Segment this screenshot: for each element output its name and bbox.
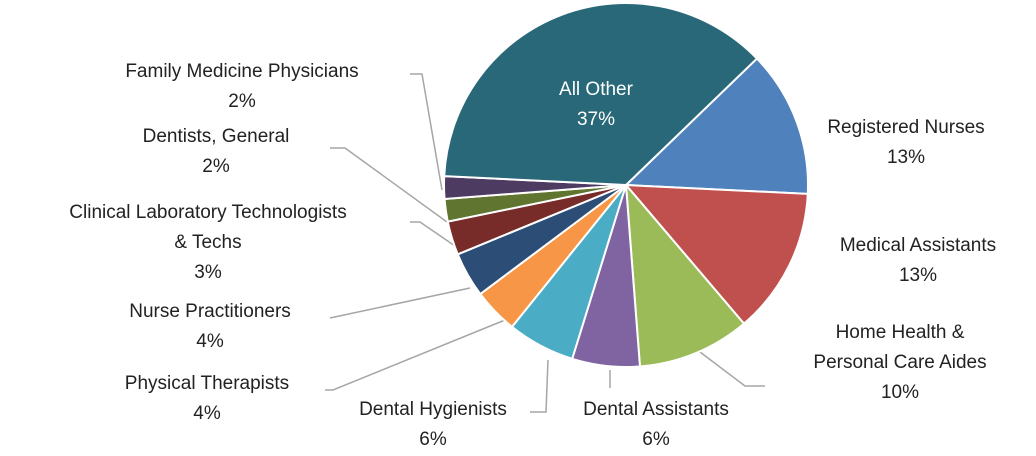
slice-label: Dental Assistants bbox=[583, 399, 729, 420]
leader-lines bbox=[325, 73, 765, 413]
slice-label: Medical Assistants bbox=[840, 235, 996, 256]
value-label: 4% bbox=[196, 331, 224, 352]
leader-line bbox=[530, 359, 549, 413]
value-label: 3% bbox=[194, 262, 222, 283]
slice bbox=[623, 183, 809, 326]
slice-label: Registered Nurses bbox=[827, 117, 984, 138]
slice-label: Family Medicine Physicians bbox=[125, 61, 358, 82]
slice bbox=[623, 57, 809, 195]
slice-label: Home Health & Personal Care Aides bbox=[813, 322, 986, 373]
value-label: 2% bbox=[228, 91, 256, 112]
leader-line bbox=[330, 147, 448, 223]
slice-label: All Other bbox=[559, 79, 634, 100]
leader-line bbox=[329, 287, 471, 319]
slices bbox=[443, 2, 809, 368]
slice-label: Nurse Practitioners bbox=[129, 301, 291, 322]
value-label: 13% bbox=[899, 265, 937, 286]
slice bbox=[624, 182, 746, 368]
value-label: 13% bbox=[887, 147, 925, 168]
value-label: 4% bbox=[193, 403, 221, 424]
leader-line bbox=[699, 351, 765, 387]
slice bbox=[443, 2, 759, 187]
value-label: 2% bbox=[202, 156, 230, 177]
slice-label: Physical Therapists bbox=[125, 373, 289, 394]
value-label: 6% bbox=[419, 429, 447, 450]
leader-line bbox=[325, 319, 506, 391]
leader-line bbox=[410, 221, 456, 247]
slice-label: Dental Hygienists bbox=[359, 399, 507, 420]
value-label: 37% bbox=[577, 109, 615, 130]
slice-label: Dentists, General bbox=[143, 126, 290, 147]
value-label: 6% bbox=[642, 429, 670, 450]
slice-label: Clinical Laboratory Technologists & Techs bbox=[69, 202, 346, 253]
leader-line bbox=[410, 73, 443, 191]
value-label: 10% bbox=[881, 382, 919, 403]
